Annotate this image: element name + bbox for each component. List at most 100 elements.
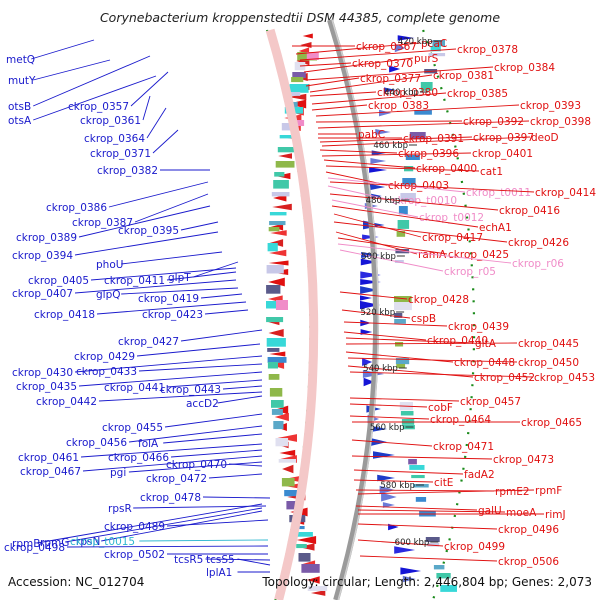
gene-label-purs: purS: [414, 53, 439, 65]
gene-label-glta: gltA: [475, 338, 497, 350]
gene-leader-line: [90, 267, 237, 281]
gene-leader-line: [335, 231, 418, 255]
ruler-label: 500 kbp: [361, 252, 396, 262]
gene-label-rimj: rimJ: [545, 509, 566, 521]
gene-leader-line: [108, 181, 209, 208]
gene-leader-line: [303, 57, 414, 73]
plus-strand-gene-mark: [360, 258, 378, 266]
plus-strand-gene-mark: [371, 150, 386, 156]
gene-label-ckrop-0435: ckrop_0435: [16, 381, 77, 393]
gene-leader-line: [305, 66, 494, 81]
gene-leader-line: [327, 185, 392, 201]
gene-label-ckrop-0405: ckrop_0405: [28, 275, 89, 287]
gene-leader-line: [163, 433, 263, 444]
gene-label-ckrop-0450: ckrop_0450: [518, 357, 579, 369]
cog-block: [436, 573, 451, 579]
gene-label-ckrop-0367: ckrop_0367: [356, 41, 417, 53]
gene-leader-line: [228, 463, 263, 467]
cog-block: [394, 296, 412, 305]
gene-label-phou: phoU: [96, 259, 123, 271]
gene-label-otsb: otsB: [8, 101, 31, 113]
gene-leader-line: [351, 455, 493, 460]
gene-leader-line: [311, 104, 368, 111]
gene-label-ckrop-0443: ckrop_0443: [160, 384, 221, 396]
gene-leader-line: [357, 509, 506, 513]
gene-leader-line: [353, 469, 464, 475]
gene-leader-line: [325, 165, 480, 172]
plus-strand-gene-mark: [370, 158, 387, 164]
gene-leader-line: [96, 301, 247, 315]
gene-label-ckrop-0383: ckrop_0383: [368, 100, 429, 112]
gene-label-ckrop-0452: ckrop_0452: [474, 372, 535, 384]
gene-leader-line: [359, 555, 498, 562]
gene-label-ckrop-0364: ckrop_0364: [84, 133, 145, 145]
gene-leader-line: [121, 287, 239, 295]
gene-label-ckrop-0430: ckrop_0430: [12, 367, 73, 379]
gene-leader-line: [31, 39, 95, 60]
rrna-block: [292, 120, 305, 126]
gene-leader-line: [357, 523, 498, 530]
gene-label-ckrop-0380: ckrop_0380: [377, 87, 438, 99]
gene-label-ckrop-0478: ckrop_0478: [140, 492, 201, 504]
cog-block: [400, 193, 416, 202]
ruler-label: 520 kbp: [360, 308, 395, 318]
gene-leader-line: [309, 91, 377, 97]
cog-block: [396, 364, 406, 368]
gene-leader-line: [136, 343, 261, 357]
plus-strand-gene-mark: [360, 278, 381, 286]
gene-leader-line: [319, 149, 398, 154]
gene-label-ckrop-t0012: ckrop_t0012: [419, 212, 484, 224]
gene-label-ckrop-0385: ckrop_0385: [447, 88, 508, 100]
gene-label-ckrop-0427: ckrop_0427: [118, 336, 179, 348]
gene-leader-line: [351, 439, 433, 447]
cog-block: [430, 46, 441, 52]
cog-block: [402, 178, 416, 185]
plus-strand-gene-mark: [361, 251, 380, 259]
gene-label-rpsr: rpsR: [108, 503, 132, 515]
gene-leader-line: [78, 205, 211, 238]
plus-strand-gene-mark: [366, 183, 386, 191]
gene-label-ckrop-0393: ckrop_0393: [520, 100, 581, 112]
gene-label-rpme2: rpmE2: [495, 486, 530, 498]
cog-block: [298, 553, 311, 562]
cog-block: [269, 221, 286, 226]
gene-leader-line: [200, 293, 243, 299]
gene-label-pabc: pabC: [358, 129, 385, 141]
gene-label-ckrop-0423: ckrop_0423: [142, 309, 203, 321]
cog-block: [420, 82, 433, 91]
cog-block: [397, 220, 410, 229]
plus-strand-gene-mark: [360, 300, 380, 310]
plus-strand-gene-mark: [375, 129, 391, 135]
minus-strand-gene-mark: [307, 576, 320, 584]
topology-text: Topology: circular; Length: 2,446,804 bp…: [261, 575, 592, 589]
cog-block: [266, 265, 284, 274]
cog-block: [394, 313, 403, 318]
gene-label-ckrop-0387: ckrop_0387: [72, 217, 133, 229]
gene-leader-line: [349, 415, 430, 420]
gene-leader-line: [74, 231, 219, 256]
cog-block: [400, 411, 414, 416]
gene-label-ckrop-0386: ckrop_0386: [46, 202, 107, 214]
gene-leader-line: [142, 95, 151, 121]
cog-block: [396, 231, 406, 237]
gene-leader-line: [82, 455, 263, 472]
cog-block: [296, 544, 307, 549]
gene-leader-line: [204, 309, 249, 315]
gene-label-lpla1: lplA1: [206, 567, 232, 579]
cog-block: [415, 497, 427, 502]
gene-leader-line: [98, 391, 263, 402]
gene-leader-line: [337, 237, 448, 255]
minus-strand-gene-mark: [310, 590, 326, 596]
gene-label-rama: ramA: [418, 249, 447, 261]
gene-label-fola: folA: [138, 438, 159, 450]
plus-strand-gene-mark: [389, 65, 401, 73]
cog-block: [267, 243, 278, 252]
kbp-ruler: 420 kbp 440 kbp 460 kbp 480 kbp 500 kbp 520 k…: [360, 37, 442, 548]
cog-block: [278, 459, 296, 463]
gene-label-ckrop-0499: ckrop_0499: [444, 541, 505, 553]
cog-block: [268, 374, 280, 380]
gene-label-rpmf: rpmF: [535, 485, 562, 497]
cog-block: [405, 155, 420, 160]
